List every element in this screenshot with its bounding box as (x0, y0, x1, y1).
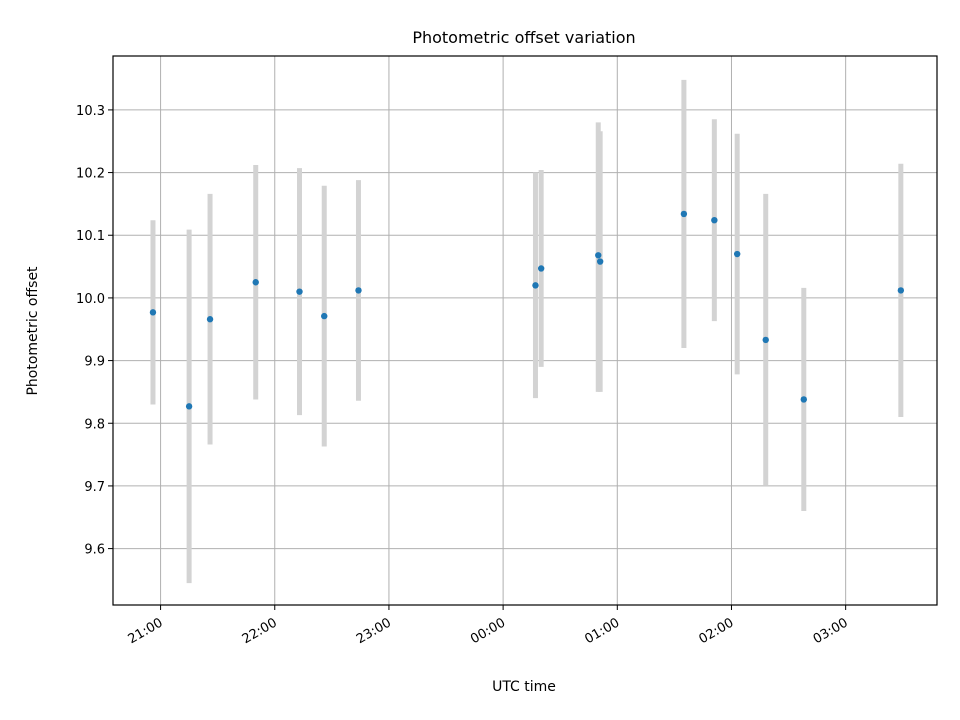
plot-frame (112, 55, 938, 606)
y-tick-label: 9.7 (84, 480, 105, 495)
x-axis-title: UTC time (492, 679, 556, 695)
data-point (596, 258, 604, 265)
data-point (296, 288, 303, 295)
data-point (532, 282, 539, 289)
data-points (149, 210, 905, 410)
data-point (537, 265, 545, 272)
data-point (355, 287, 362, 294)
data-point (149, 309, 157, 316)
data-point (733, 250, 741, 258)
y-axis: 9.6 9.7 9.8 9.9 10.0 10.1 10.2 10.3 (76, 104, 113, 558)
data-point (185, 403, 193, 410)
x-tick-label: 22:00 (240, 615, 280, 647)
x-tick-label: 03:00 (811, 615, 851, 647)
error-bars (150, 79, 904, 584)
y-tick-label: 10.1 (76, 229, 105, 244)
y-tick-label: 9.8 (84, 417, 105, 432)
y-tick-label: 10.3 (76, 104, 105, 119)
y-tick-label: 10.2 (76, 167, 105, 182)
x-tick-label: 02:00 (697, 615, 737, 647)
data-point (897, 287, 905, 294)
y-tick-label: 10.0 (76, 292, 105, 307)
data-point (321, 312, 328, 320)
x-tick-label: 21:00 (126, 615, 166, 647)
data-point (680, 210, 688, 218)
data-point (252, 279, 259, 286)
x-tick-label: 00:00 (468, 615, 508, 647)
data-point (800, 396, 807, 403)
data-point (762, 336, 769, 344)
grid (113, 56, 937, 605)
data-point (206, 316, 214, 323)
y-tick-label: 9.9 (84, 355, 105, 370)
x-tick-label: 01:00 (582, 615, 622, 647)
data-point (595, 252, 602, 259)
y-axis-title: Photometric offset (25, 266, 41, 396)
x-axis: 21:00 22:00 23:00 00:00 01:00 02:00 03:00 (126, 605, 851, 647)
x-tick-label: 23:00 (354, 615, 394, 647)
chart-title: Photometric offset variation (412, 28, 635, 47)
y-tick-label: 9.6 (84, 543, 105, 558)
data-point (711, 216, 718, 224)
